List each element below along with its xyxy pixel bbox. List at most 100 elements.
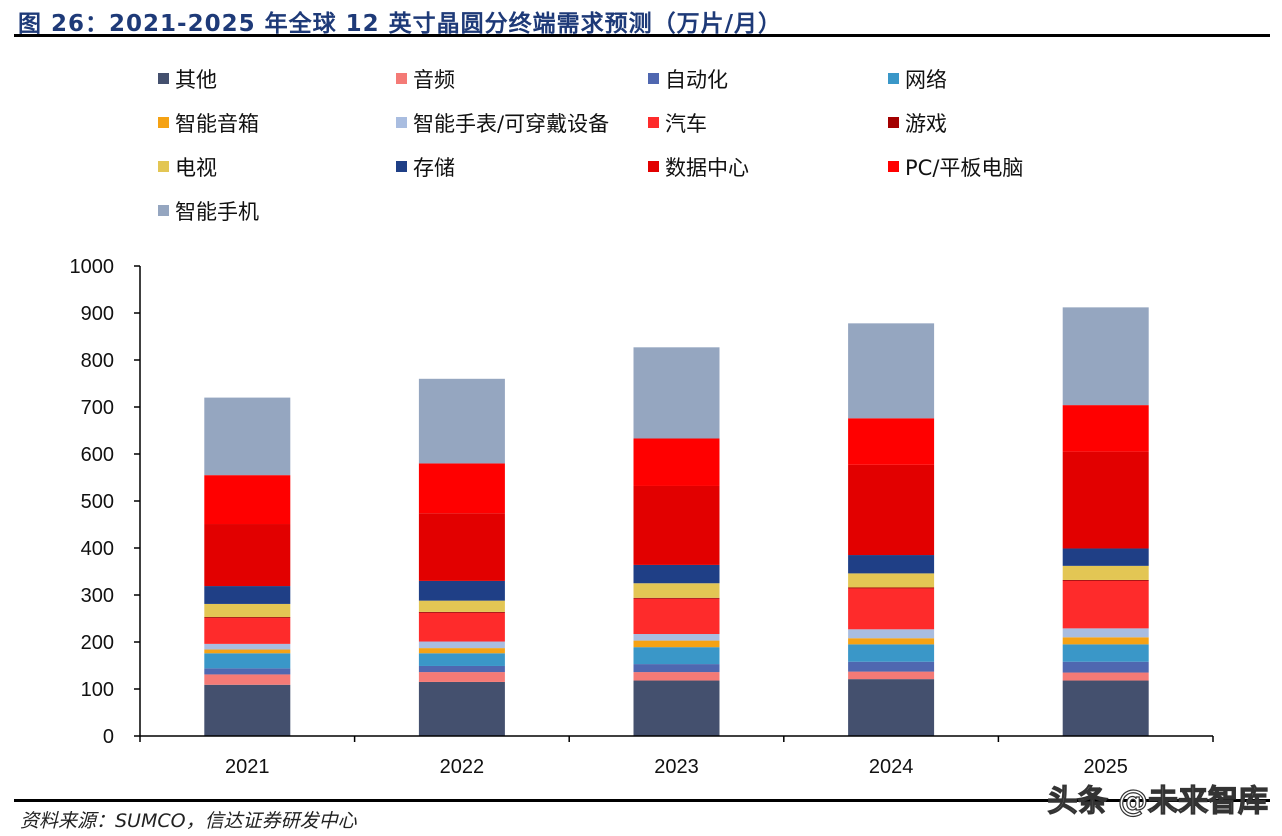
bar-segment xyxy=(633,680,720,736)
legend-item: 智能手表/可穿戴设备 xyxy=(396,110,648,136)
legend-item: 自动化 xyxy=(648,66,888,92)
watermark: 头条 @未来智库 xyxy=(1047,783,1269,819)
bar-segment xyxy=(1062,307,1149,406)
bar-segment xyxy=(848,418,935,465)
bar-segment xyxy=(633,634,720,641)
bar-segment xyxy=(204,617,291,619)
legend-label: 汽车 xyxy=(665,111,707,136)
legend-item: 汽车 xyxy=(648,110,888,136)
bar-segment xyxy=(418,612,505,642)
bar-segment xyxy=(418,653,505,666)
bar-segment xyxy=(418,665,505,673)
y-tick-label: 1000 xyxy=(70,256,115,278)
legend-label: 其他 xyxy=(175,67,217,92)
legend-swatch xyxy=(158,161,169,172)
bar-segment xyxy=(1062,644,1149,662)
bar-segment xyxy=(204,475,291,525)
y-tick-label: 400 xyxy=(81,538,114,560)
legend-item: 音频 xyxy=(396,66,648,92)
bar-segment xyxy=(633,640,720,648)
legend-swatch xyxy=(648,117,659,128)
legend-item: 其他 xyxy=(158,66,396,92)
legend-swatch xyxy=(158,205,169,216)
bar-segment xyxy=(848,555,935,574)
bar-segment xyxy=(418,580,505,601)
bar-segment xyxy=(418,600,505,612)
legend-swatch xyxy=(888,73,899,84)
bar-segment xyxy=(633,598,720,635)
title-divider xyxy=(14,34,1270,37)
legend-label: 智能手机 xyxy=(175,199,259,224)
bar-segment xyxy=(633,583,720,598)
bar-segment xyxy=(633,597,720,599)
legend-label: 智能音箱 xyxy=(175,111,259,136)
legend-label: 音频 xyxy=(413,67,455,92)
bar-segment xyxy=(1062,405,1149,452)
bar-segment xyxy=(848,464,935,556)
bar-segment xyxy=(633,347,720,439)
y-tick-label: 0 xyxy=(103,726,114,748)
legend-item: 智能手机 xyxy=(158,198,396,224)
bar-segment xyxy=(204,684,291,736)
legend-label: 自动化 xyxy=(665,67,728,92)
bar-segment xyxy=(848,587,935,589)
bar-segment xyxy=(848,661,935,672)
legend-label: PC/平板电脑 xyxy=(905,155,1024,180)
legend-item: 电视 xyxy=(158,154,396,180)
y-tick-label: 600 xyxy=(81,444,114,466)
bar-segment xyxy=(1062,579,1149,581)
legend-item: 网络 xyxy=(888,66,1118,92)
bar-segment xyxy=(633,672,720,681)
bar-segment xyxy=(1062,672,1149,681)
bar-segment xyxy=(418,611,505,613)
legend-item: 数据中心 xyxy=(648,154,888,180)
x-tick-label: 2021 xyxy=(225,756,270,778)
bar-segment xyxy=(1062,680,1149,736)
bar-segment xyxy=(848,679,935,736)
bar-segment xyxy=(204,653,291,669)
bar-segment xyxy=(418,672,505,682)
legend-swatch xyxy=(158,117,169,128)
bar-segment xyxy=(1062,637,1149,645)
y-tick-label: 800 xyxy=(81,350,114,372)
y-tick-label: 700 xyxy=(81,397,114,419)
bar-segment xyxy=(848,629,935,639)
legend-label: 数据中心 xyxy=(665,155,749,180)
bar-segment xyxy=(204,603,291,618)
bar-segment xyxy=(633,438,720,486)
source-divider xyxy=(14,799,1270,802)
legend-swatch xyxy=(396,73,407,84)
bar-segment xyxy=(204,649,291,654)
bar-segment xyxy=(848,638,935,645)
x-tick-label: 2022 xyxy=(440,756,485,778)
legend-item: 游戏 xyxy=(888,110,1118,136)
bar-segment xyxy=(204,586,291,604)
bar-segment xyxy=(1062,580,1149,629)
bar-segment xyxy=(418,378,505,464)
bar-segment xyxy=(418,463,505,514)
legend-swatch xyxy=(888,161,899,172)
bar-segment xyxy=(1062,451,1149,549)
bar-segment xyxy=(848,671,935,680)
legend-item: 智能音箱 xyxy=(158,110,396,136)
legend-item: PC/平板电脑 xyxy=(888,154,1118,180)
bar-segment xyxy=(418,513,505,581)
y-tick-label: 500 xyxy=(81,491,114,513)
bar-segment xyxy=(1062,661,1149,673)
bar-segment xyxy=(1062,628,1149,638)
bar-segment xyxy=(204,674,291,685)
legend-swatch xyxy=(396,117,407,128)
legend-swatch xyxy=(396,161,407,172)
bar-segment xyxy=(418,681,505,736)
bar-segment xyxy=(204,397,291,476)
bar-segment xyxy=(418,641,505,649)
x-tick-label: 2025 xyxy=(1083,756,1128,778)
bar-segment xyxy=(633,647,720,665)
y-tick-label: 300 xyxy=(81,585,114,607)
legend: 其他 音频 自动化 网络智能音箱 智能手表/可穿戴设备 汽车 游戏电视 存储 数据中心 PC/平板… xyxy=(158,66,1118,224)
x-tick-label: 2023 xyxy=(654,756,699,778)
legend-item: 存储 xyxy=(396,154,648,180)
legend-label: 网络 xyxy=(905,67,947,92)
legend-swatch xyxy=(888,117,899,128)
